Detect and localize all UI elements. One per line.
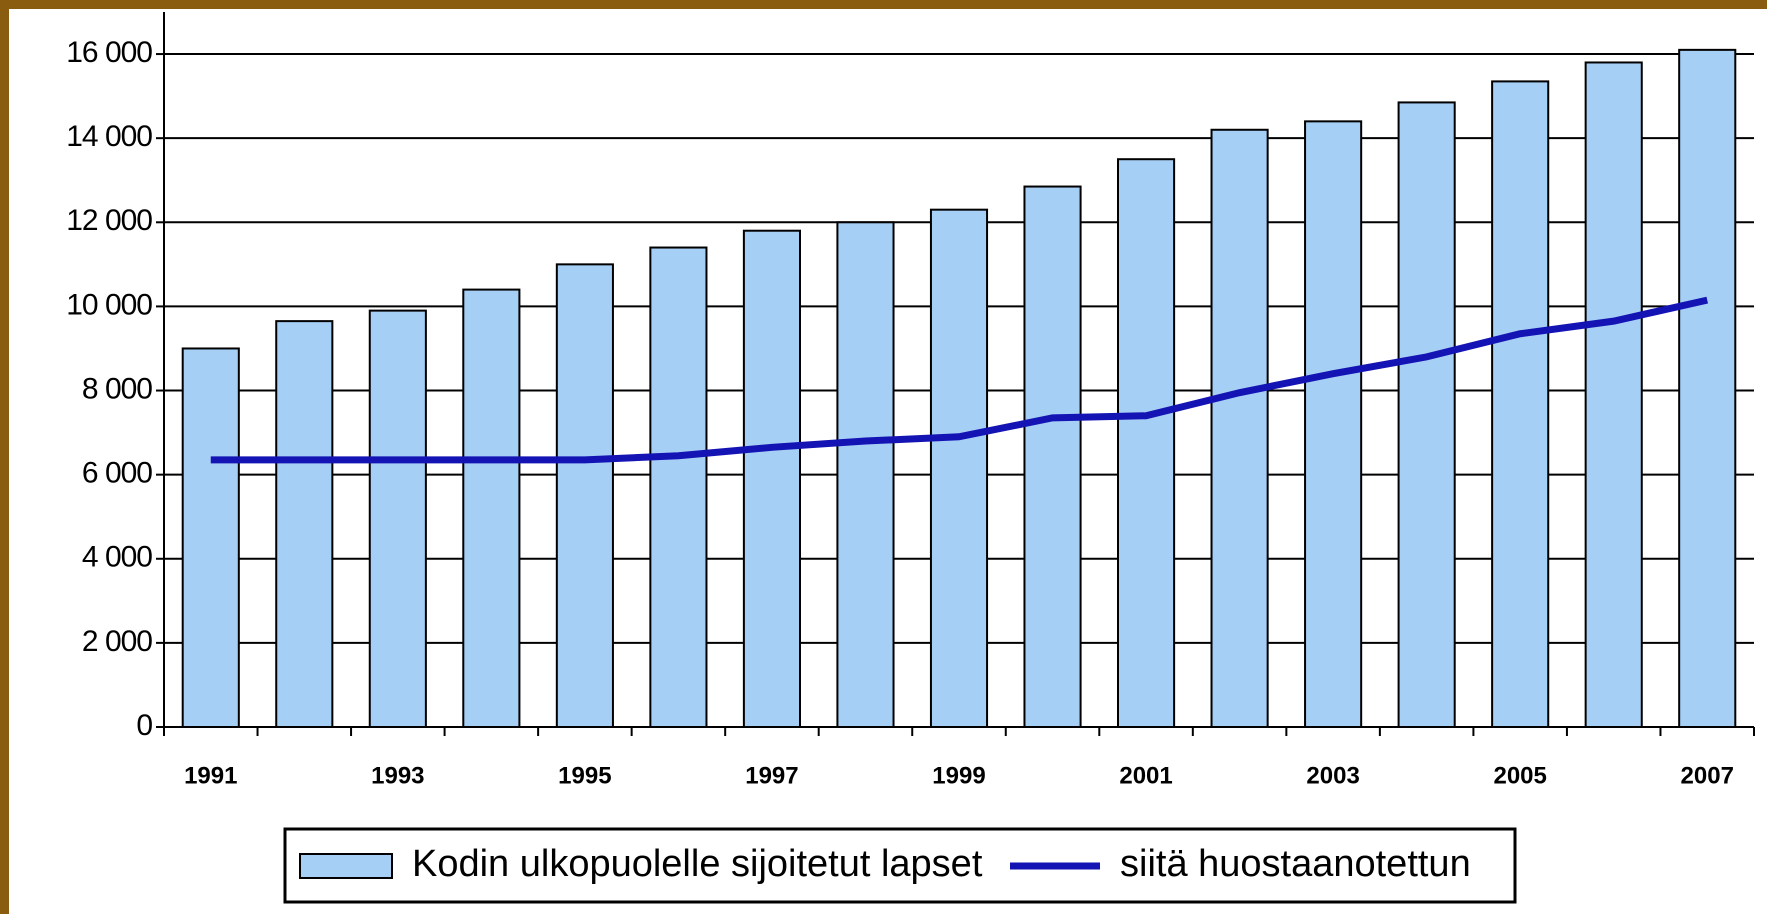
x-tick-label: 2003 [1306, 762, 1359, 789]
bar [836, 221, 895, 728]
legend-label: Kodin ulkopuolelle sijoitetut lapset [412, 843, 983, 885]
x-tick-label: 1999 [932, 762, 985, 789]
legend-swatch [299, 853, 393, 879]
y-tick-label: 12 000 [66, 204, 152, 237]
y-tick-label: 14 000 [66, 120, 152, 153]
bar [1304, 120, 1363, 728]
x-tick-label: 1995 [558, 762, 611, 789]
line [210, 296, 1709, 464]
bar [1678, 48, 1737, 728]
bar [275, 320, 334, 728]
bar [555, 263, 614, 728]
bar [181, 347, 240, 728]
y-tick-label: 4 000 [82, 541, 152, 574]
bar [1491, 80, 1550, 729]
y-tick-label: 8 000 [82, 372, 152, 405]
bar [1584, 61, 1643, 729]
x-tick-label: 1993 [371, 762, 424, 789]
bar [462, 288, 521, 728]
legend-label: siitä huostaanotettun [1120, 843, 1471, 885]
y-tick-label: 0 [136, 709, 152, 742]
x-tick-label: 2001 [1119, 762, 1172, 789]
bar [929, 208, 989, 729]
bar [742, 229, 801, 729]
bar [368, 309, 427, 728]
legend-box [283, 827, 1517, 904]
bar [1117, 158, 1176, 729]
y-tick-label: 2 000 [82, 625, 152, 658]
x-tick-label: 2007 [1681, 762, 1734, 789]
bar [1397, 101, 1456, 729]
bar [1023, 185, 1082, 728]
x-tick-label: 1997 [745, 762, 798, 789]
bar [1210, 128, 1269, 728]
x-tick-label: 2005 [1493, 762, 1546, 789]
y-tick-label: 16 000 [66, 36, 152, 69]
bar [649, 246, 708, 728]
y-tick-label: 6 000 [82, 457, 152, 490]
x-tick-label: 1991 [184, 762, 237, 789]
y-tick-label: 10 000 [66, 288, 152, 321]
